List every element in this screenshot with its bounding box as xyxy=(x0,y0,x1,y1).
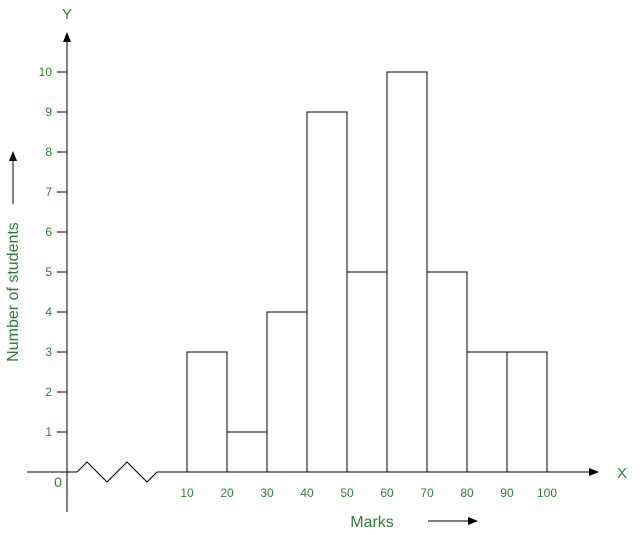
y-tick-label: 4 xyxy=(45,305,52,319)
y-ticks: 1 2 3 4 5 6 7 8 9 10 xyxy=(39,65,67,439)
x-axis-break xyxy=(76,461,158,483)
x-tick-label: 60 xyxy=(380,486,394,500)
x-axis-letter: X xyxy=(617,465,627,482)
histogram-bar xyxy=(306,111,348,473)
histogram-bar xyxy=(266,311,308,473)
histogram-bar xyxy=(186,351,228,473)
x-tick-label: 20 xyxy=(220,486,234,500)
histogram-bar xyxy=(386,71,428,473)
y-tick-label: 10 xyxy=(39,65,53,79)
y-tick-label: 5 xyxy=(45,265,52,279)
origin-label: 0 xyxy=(54,474,62,490)
x-axis-title: Marks xyxy=(350,514,478,531)
histogram-bar xyxy=(226,431,268,473)
y-tick-label: 8 xyxy=(45,145,52,159)
y-tick-label: 6 xyxy=(45,225,52,239)
x-tick-label: 40 xyxy=(300,486,314,500)
y-tick-label: 2 xyxy=(45,385,52,399)
x-tick-label: 30 xyxy=(260,486,274,500)
x-tick-label: 50 xyxy=(340,486,354,500)
histogram-bar xyxy=(506,351,548,473)
histogram-bar xyxy=(466,351,508,473)
histogram-bar xyxy=(346,271,388,473)
y-tick-label: 3 xyxy=(45,345,52,359)
histogram-bars xyxy=(186,71,548,473)
x-tick-label: 10 xyxy=(180,486,194,500)
y-axis-label: Number of students xyxy=(5,222,22,362)
y-tick-label: 7 xyxy=(45,185,52,199)
histogram-bar xyxy=(426,271,468,473)
x-tick-label: 80 xyxy=(460,486,474,500)
x-tick-label: 70 xyxy=(420,486,434,500)
x-tick-label: 90 xyxy=(500,486,514,500)
x-ticks: 10 20 30 40 50 60 70 80 90 100 xyxy=(180,486,557,500)
x-tick-label: 100 xyxy=(537,486,557,500)
y-axis-title: Number of students xyxy=(5,151,22,362)
y-tick-label: 1 xyxy=(45,425,52,439)
x-axis-label: Marks xyxy=(350,514,394,531)
y-tick-label: 9 xyxy=(45,105,52,119)
y-axis-letter: Y xyxy=(62,6,72,23)
